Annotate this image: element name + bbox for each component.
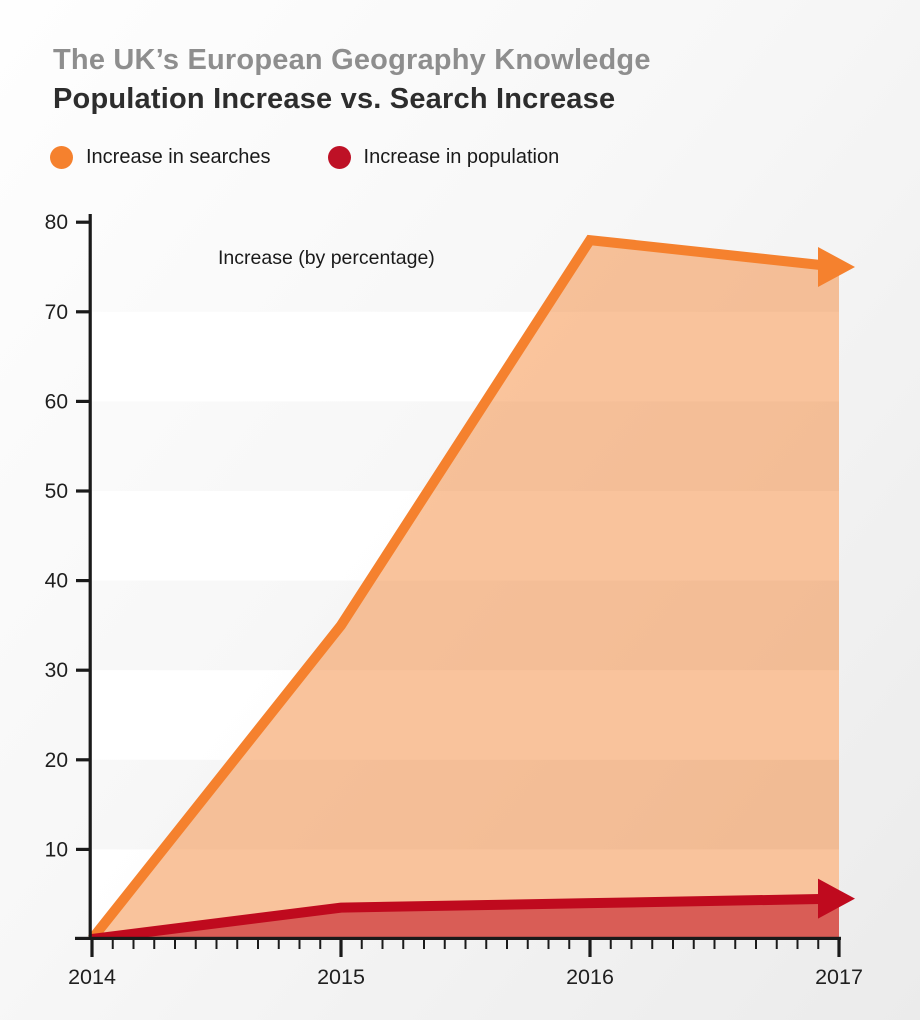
plot-band — [92, 311, 839, 402]
x-minor-tick — [381, 938, 384, 949]
y-tick — [76, 399, 90, 403]
legend-item-label: Increase in population — [363, 146, 560, 168]
x-minor-tick — [277, 938, 280, 949]
x-minor-tick — [464, 938, 467, 949]
plot-band — [92, 491, 839, 581]
x-tick-label: 2015 — [317, 965, 365, 989]
x-minor-tick — [153, 938, 156, 949]
x-minor-tick — [672, 938, 674, 949]
legend-item-population: Increase in population — [327, 146, 560, 169]
x-minor-tick — [630, 938, 633, 949]
population-legend-dot-icon — [327, 146, 351, 169]
x-minor-tick — [755, 938, 757, 949]
x-major-tick — [339, 938, 343, 957]
x-minor-tick — [402, 938, 405, 949]
x-minor-tick — [174, 938, 176, 949]
x-minor-tick — [796, 938, 799, 949]
x-minor-tick — [692, 938, 695, 949]
x-tick-label: 2016 — [566, 965, 614, 989]
x-minor-tick — [194, 938, 197, 949]
y-tick — [76, 758, 90, 762]
x-minor-tick — [651, 938, 654, 949]
searches-area-fill — [93, 240, 839, 938]
y-tick — [76, 847, 90, 851]
x-minor-tick — [547, 938, 550, 949]
population-area-fill — [103, 898, 839, 938]
x-minor-tick — [360, 938, 363, 949]
population-line — [91, 893, 840, 938]
y-tick-label: 40 — [45, 570, 68, 593]
x-major-tick — [837, 938, 841, 957]
x-minor-tick — [713, 938, 716, 949]
x-minor-tick — [506, 938, 508, 949]
x-major-tick — [90, 938, 94, 957]
x-minor-tick — [111, 938, 114, 949]
x-minor-tick — [236, 938, 239, 949]
y-tick-label: 10 — [45, 838, 68, 861]
x-minor-tick — [734, 938, 737, 949]
y-tick-label: 70 — [45, 301, 68, 324]
x-minor-tick — [817, 938, 820, 949]
searches-line — [88, 234, 840, 938]
x-major-tick — [588, 938, 592, 957]
x-tick-label: 2017 — [815, 965, 863, 989]
y-tick — [76, 668, 90, 672]
x-minor-tick — [443, 938, 446, 949]
chart-subtitle: The UK’s European Geography Knowledge — [53, 44, 651, 76]
x-minor-tick — [298, 938, 301, 949]
plot-band — [92, 670, 839, 760]
y-tick — [76, 310, 90, 314]
x-minor-tick — [609, 938, 612, 949]
y-axis-line — [88, 214, 92, 940]
x-axis-line — [75, 936, 841, 940]
y-tick — [76, 220, 90, 224]
x-minor-tick — [485, 938, 488, 949]
x-minor-tick — [775, 938, 778, 949]
y-tick-label: 80 — [45, 211, 68, 234]
x-minor-tick — [132, 938, 135, 949]
population-arrowhead-icon — [818, 878, 855, 919]
y-tick-label: 30 — [45, 659, 68, 682]
x-minor-tick — [568, 938, 571, 949]
x-minor-tick — [526, 938, 529, 949]
y-tick-label: 20 — [45, 749, 68, 772]
y-axis-annotation: Increase (by percentage) — [218, 247, 435, 269]
searches-legend-dot-icon — [50, 146, 73, 169]
x-tick-label: 2014 — [68, 965, 116, 989]
searches-arrowhead-icon — [818, 247, 855, 287]
y-tick-label: 50 — [45, 480, 68, 503]
x-minor-tick — [423, 938, 425, 949]
x-minor-tick — [215, 938, 218, 949]
x-minor-tick — [319, 938, 322, 949]
y-tick — [76, 489, 90, 493]
legend-item-searches: Increase in searches — [50, 146, 271, 169]
x-minor-tick — [257, 938, 259, 949]
legend-item-label: Increase in searches — [86, 146, 271, 168]
y-tick — [76, 579, 90, 583]
y-tick-label: 60 — [45, 390, 68, 413]
chart-title: Population Increase vs. Search Increase — [53, 83, 616, 115]
legend: Increase in searches Increase in populat… — [50, 146, 559, 169]
